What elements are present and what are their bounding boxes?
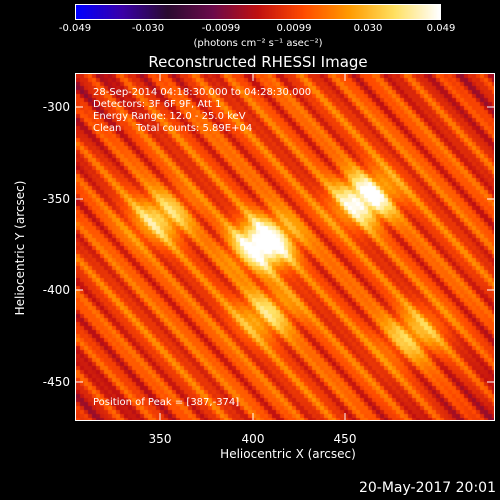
x-tick-label: 450 bbox=[333, 432, 357, 446]
colorbar bbox=[75, 4, 441, 20]
footer-date: 20-May-2017 20:01 bbox=[358, 480, 496, 496]
colorbar-tick-label: 0.0099 bbox=[276, 23, 312, 34]
plot-area: 28-Sep-2014 04:18:30.000 to 04:28:30.000… bbox=[75, 73, 495, 421]
colorbar-tick-label: -0.0099 bbox=[201, 23, 241, 34]
detectors-annotation: Detectors: 3F 6F 9F, Att 1 bbox=[93, 99, 222, 110]
method-annotation: Clean bbox=[93, 123, 122, 134]
y-tick-label: -300 bbox=[42, 100, 70, 114]
x-tick-label: 350 bbox=[148, 432, 172, 446]
peak-position-annotation: Position of Peak = [387,-374] bbox=[93, 397, 240, 408]
energy-range-annotation: Energy Range: 12.0 - 25.0 keV bbox=[93, 111, 246, 122]
heatmap-image bbox=[76, 74, 494, 420]
y-axis-label: Heliocentric Y (arcsec) bbox=[13, 180, 27, 316]
colorbar-gradient bbox=[75, 4, 441, 20]
y-tick-label: -400 bbox=[42, 283, 70, 297]
x-tick-label: 400 bbox=[241, 432, 265, 446]
y-tick-label: -450 bbox=[42, 375, 70, 389]
chart-title: Reconstructed RHESSI Image bbox=[148, 53, 368, 71]
colorbar-tick-label: 0.030 bbox=[353, 23, 383, 34]
colorbar-unit-label: (photons cm⁻² s⁻¹ asec⁻²) bbox=[193, 38, 323, 49]
colorbar-tick-label: 0.049 bbox=[426, 23, 456, 34]
time-range-annotation: 28-Sep-2014 04:18:30.000 to 04:28:30.000 bbox=[93, 87, 312, 98]
y-tick-label: -350 bbox=[42, 192, 70, 206]
colorbar-tick-label: -0.049 bbox=[58, 23, 92, 34]
colorbar-tick-label: -0.030 bbox=[131, 23, 165, 34]
x-axis-label: Heliocentric X (arcsec) bbox=[220, 447, 356, 461]
total-counts-annotation: Total counts: 5.89E+04 bbox=[136, 123, 253, 134]
